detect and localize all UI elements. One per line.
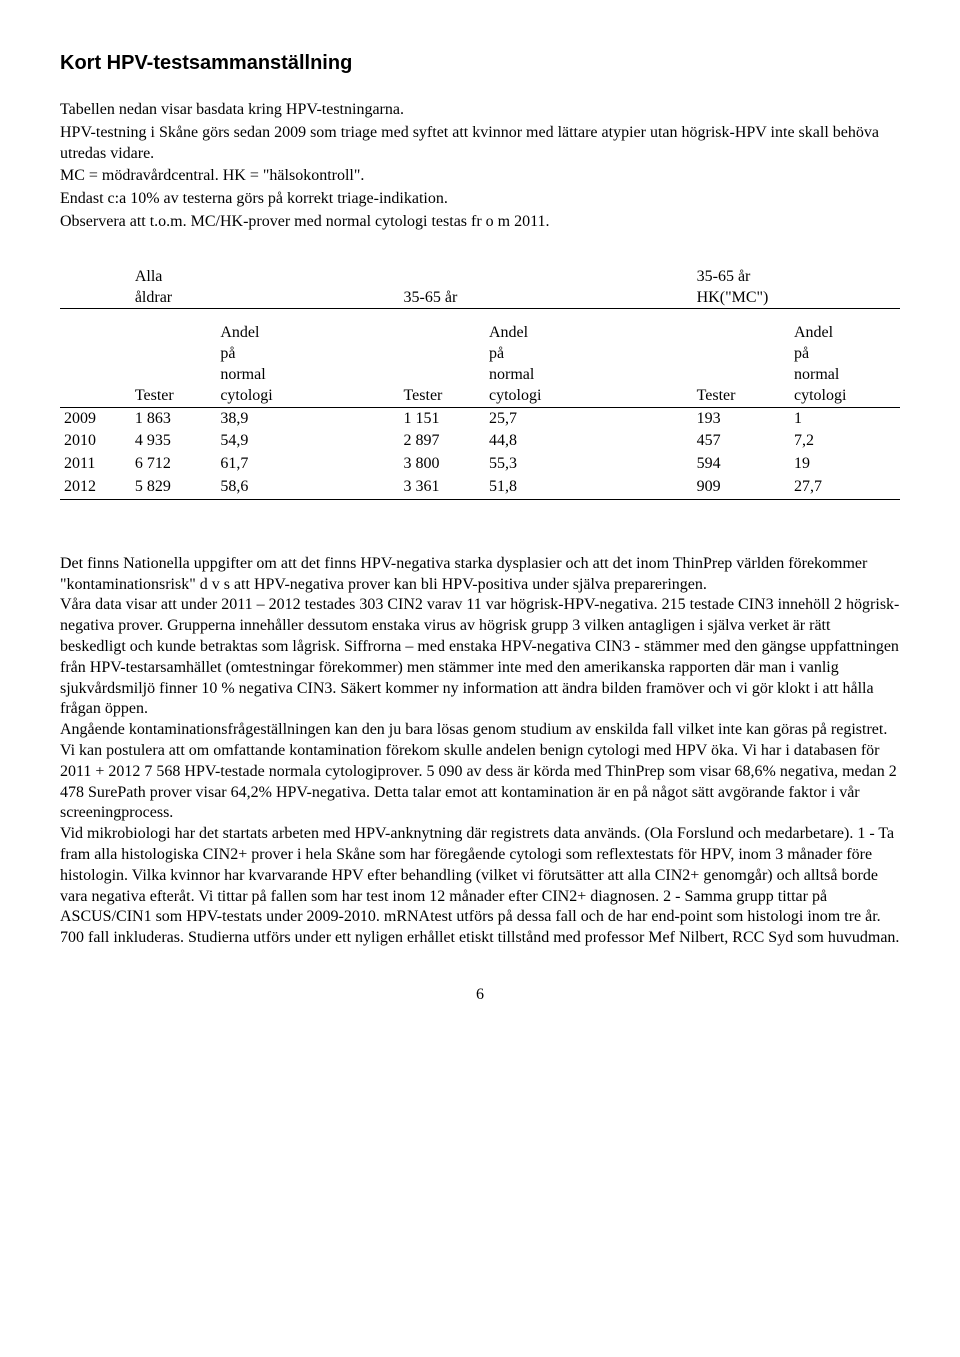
col-header-row3: normal normal normal (60, 365, 900, 386)
col-header-row1: Andel Andel Andel (60, 323, 900, 344)
cell: 594 (693, 453, 790, 476)
body-paragraph: Det finns Nationella uppgifter om att de… (60, 554, 900, 949)
cell: 6 712 (131, 453, 216, 476)
grp-alla: Alla (131, 261, 216, 288)
grp-3565: 35-65 år (400, 288, 485, 309)
table-row: 2010 4 935 54,9 2 897 44,8 457 7,2 (60, 430, 900, 453)
hdr-andel3-l3: normal (790, 365, 900, 386)
page-title: Kort HPV-testsammanställning (60, 50, 900, 76)
cell: 51,8 (485, 476, 693, 499)
table-row: 2011 6 712 61,7 3 800 55,3 594 19 (60, 453, 900, 476)
cell: 2 897 (400, 430, 485, 453)
intro-p4: Endast c:a 10% av testerna görs på korre… (60, 189, 900, 210)
cell: 55,3 (485, 453, 693, 476)
cell-year: 2012 (60, 476, 131, 499)
table-row: 2012 5 829 58,6 3 361 51,8 909 27,7 (60, 476, 900, 499)
body-text: Det finns Nationella uppgifter om att de… (60, 554, 900, 949)
col-header-row2: på på på (60, 344, 900, 365)
cell: 58,6 (216, 476, 399, 499)
intro-block: Tabellen nedan visar basdata kring HPV-t… (60, 100, 900, 233)
hdr-tester1: Tester (131, 386, 216, 407)
hdr-andel1-l1: Andel (216, 323, 399, 344)
grp-hk: HK("MC") (693, 288, 790, 309)
cell-year: 2010 (60, 430, 131, 453)
cell: 1 863 (131, 407, 216, 430)
hdr-tester2: Tester (400, 386, 485, 407)
cell: 4 935 (131, 430, 216, 453)
hdr-andel2-l4: cytologi (485, 386, 693, 407)
table-row: 2009 1 863 38,9 1 151 25,7 193 1 (60, 407, 900, 430)
hdr-tester3: Tester (693, 386, 790, 407)
cell: 193 (693, 407, 790, 430)
cell: 25,7 (485, 407, 693, 430)
cell: 38,9 (216, 407, 399, 430)
cell: 457 (693, 430, 790, 453)
hdr-andel2-l2: på (485, 344, 693, 365)
cell-year: 2009 (60, 407, 131, 430)
intro-p5: Observera att t.o.m. MC/HK-prover med no… (60, 212, 900, 233)
hpv-table: Alla 35-65 år åldrar 35-65 år HK("MC") A… (60, 261, 900, 514)
table-group-header-row: Alla 35-65 år (60, 261, 900, 288)
col-header-row4: Tester cytologi Tester cytologi Tester c… (60, 386, 900, 407)
grp-aldrar: åldrar (131, 288, 216, 309)
cell: 3 361 (400, 476, 485, 499)
intro-p3: MC = mödravårdcentral. HK = "hälsokontro… (60, 166, 900, 187)
hdr-andel1-l4: cytologi (216, 386, 399, 407)
hdr-andel2-l3: normal (485, 365, 693, 386)
cell: 7,2 (790, 430, 900, 453)
cell: 1 (790, 407, 900, 430)
page-number: 6 (60, 985, 900, 1006)
cell-year: 2011 (60, 453, 131, 476)
hdr-andel1-l3: normal (216, 365, 399, 386)
hdr-andel3-l2: på (790, 344, 900, 365)
intro-p2: HPV-testning i Skåne görs sedan 2009 som… (60, 123, 900, 165)
table-group-header-row2: åldrar 35-65 år HK("MC") (60, 288, 900, 309)
hdr-andel2-l1: Andel (485, 323, 693, 344)
cell: 19 (790, 453, 900, 476)
cell: 1 151 (400, 407, 485, 430)
cell: 44,8 (485, 430, 693, 453)
hdr-andel1-l2: på (216, 344, 399, 365)
cell: 5 829 (131, 476, 216, 499)
cell: 61,7 (216, 453, 399, 476)
cell: 27,7 (790, 476, 900, 499)
hdr-andel3-l4: cytologi (790, 386, 900, 407)
grp-hk-top: 35-65 år (693, 261, 790, 288)
cell: 54,9 (216, 430, 399, 453)
cell: 909 (693, 476, 790, 499)
hdr-andel3-l1: Andel (790, 323, 900, 344)
cell: 3 800 (400, 453, 485, 476)
intro-p1: Tabellen nedan visar basdata kring HPV-t… (60, 100, 900, 121)
